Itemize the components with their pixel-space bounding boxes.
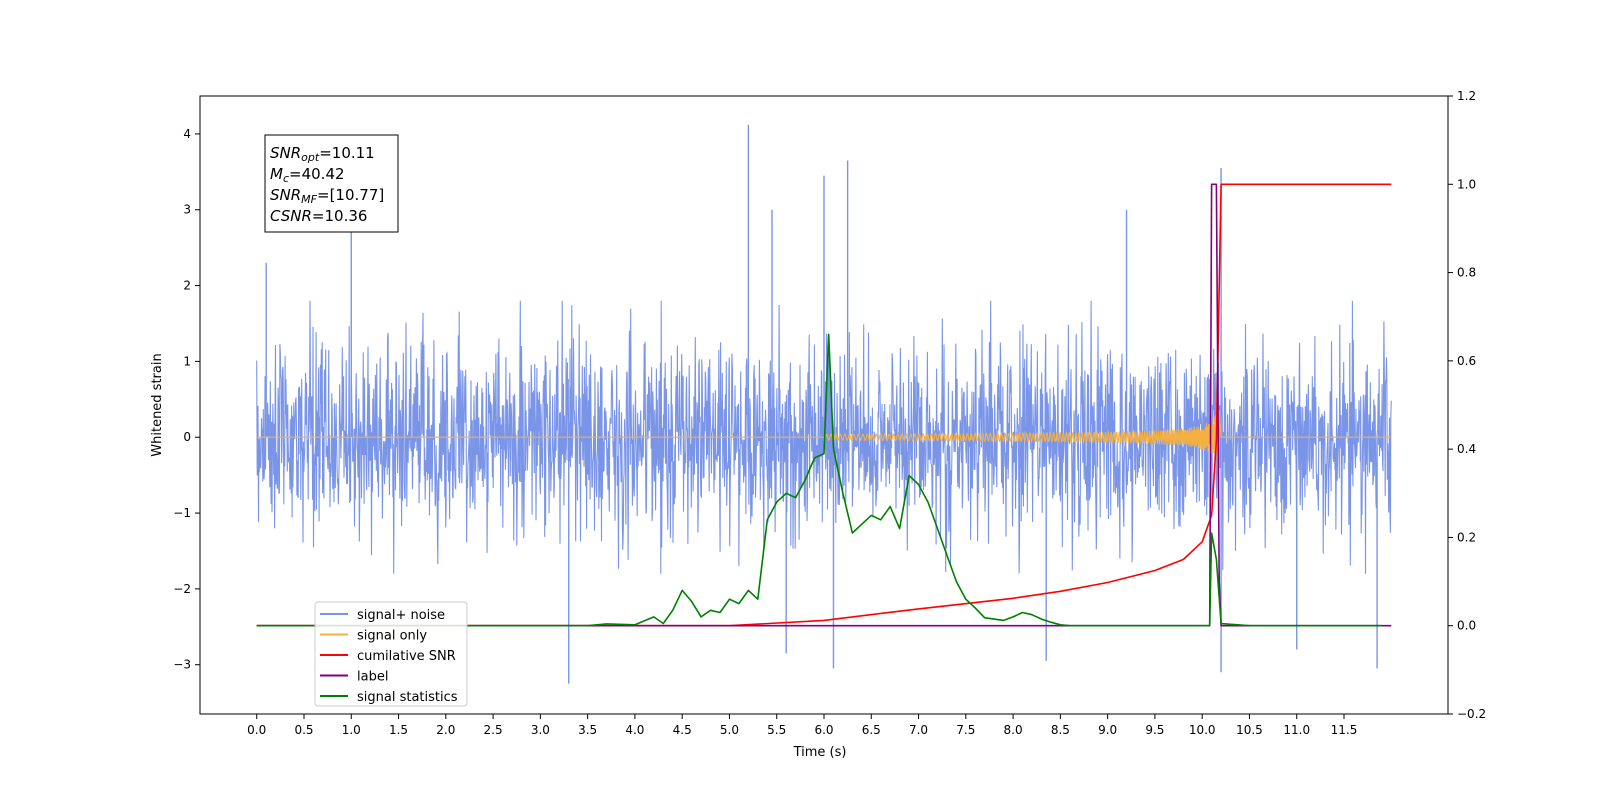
x-tick-label: 6.5 xyxy=(862,723,881,737)
y-axis-label: Whitened strain xyxy=(150,353,165,456)
y-tick-label: 2 xyxy=(183,279,191,293)
axes-layer: 0.0 0.5 1.0 1.5 2.0 2.5 3.0 3.5 4.0 4.5 5.0 5.5 6.0 6… xyxy=(173,89,1486,737)
x-tick-label: 0.5 xyxy=(294,723,313,737)
x-tick-label: 10.5 xyxy=(1236,723,1263,737)
y2-tick-label: 0.2 xyxy=(1457,530,1476,544)
annotation-box: SNRopt=10.11Mc=40.42SNRMF=[10.77]CSNR=10… xyxy=(264,134,399,233)
x-tick-label: 11.0 xyxy=(1283,723,1310,737)
annotation-line: SNRopt=10.11 xyxy=(270,144,375,164)
x-tick-label: 1.5 xyxy=(389,723,408,737)
x-tick-label: 6.0 xyxy=(814,723,833,737)
legend: signal+ noise signal only cumilative SNR la… xyxy=(314,601,468,707)
y2-tick-label: 1.2 xyxy=(1457,89,1476,103)
x-tick-label: 7.0 xyxy=(909,723,928,737)
y2-tick-label: 0.4 xyxy=(1457,442,1476,456)
x-axis-label: Time (s) xyxy=(793,745,847,760)
x-tick-label: 5.0 xyxy=(720,723,739,737)
legend-label: cumilative SNR xyxy=(357,649,456,664)
series-signal-only-line xyxy=(256,408,1392,487)
x-tick-label: 9.0 xyxy=(1098,723,1117,737)
x-tick-label: 10.0 xyxy=(1189,723,1216,737)
x-tick-label: 1.0 xyxy=(342,723,361,737)
y-tick-label: 1 xyxy=(183,354,191,368)
x-tick-label: 9.5 xyxy=(1145,723,1164,737)
y2-tick-label: 1.0 xyxy=(1457,177,1476,191)
legend-label: signal statistics xyxy=(357,690,458,705)
annotation-line: CSNR=10.36 xyxy=(270,207,367,225)
x-tick-label: 8.5 xyxy=(1051,723,1070,737)
legend-label: signal+ noise xyxy=(357,608,445,623)
series-signal-noise-line xyxy=(256,300,1392,574)
series-layer xyxy=(256,124,1392,684)
annotation-frame xyxy=(264,134,399,233)
x-tick-label: 2.0 xyxy=(436,723,455,737)
y-tick-label: −2 xyxy=(173,582,191,596)
legend-label: label xyxy=(357,670,388,685)
x-tick-label: 3.0 xyxy=(531,723,550,737)
x-tick-label: 0.0 xyxy=(247,723,266,737)
x-tick-label: 4.0 xyxy=(625,723,644,737)
y2-tick-label: −0.2 xyxy=(1457,707,1486,721)
x-tick-label: 7.5 xyxy=(956,723,975,737)
legend-frame xyxy=(314,601,468,707)
y2-tick-label: 0.0 xyxy=(1457,619,1476,633)
y-tick-label: 3 xyxy=(183,203,191,217)
legend-label: signal only xyxy=(357,629,427,644)
series-signal-statistics-line xyxy=(256,333,1382,627)
x-tick-label: 5.5 xyxy=(767,723,786,737)
x-tick-label: 4.5 xyxy=(673,723,692,737)
series-cumilative-snr-line xyxy=(256,183,1392,627)
y-tick-label: −1 xyxy=(173,506,191,520)
x-tick-label: 2.5 xyxy=(484,723,503,737)
annotation-line: Mc=40.42 xyxy=(270,165,345,185)
x-tick-label: 8.0 xyxy=(1004,723,1023,737)
y2-tick-label: 0.8 xyxy=(1457,266,1476,280)
y-tick-label: 0 xyxy=(183,430,191,444)
annotation-line: SNRMF=[10.77] xyxy=(270,186,384,206)
x-tick-label: 11.5 xyxy=(1331,723,1358,737)
y-tick-label: 4 xyxy=(183,127,191,141)
y2-tick-label: 0.6 xyxy=(1457,354,1476,368)
series-signal-noise-peaks xyxy=(265,124,1378,684)
x-tick-label: 3.5 xyxy=(578,723,597,737)
y-tick-label: −3 xyxy=(173,658,191,672)
